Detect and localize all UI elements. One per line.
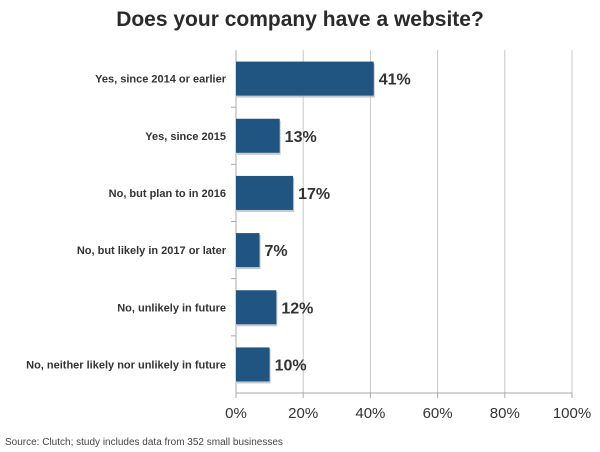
category-label: Yes, since 2015 bbox=[145, 131, 226, 143]
bar bbox=[236, 233, 260, 268]
x-tick-label: 100% bbox=[553, 405, 591, 422]
bar bbox=[236, 61, 374, 96]
x-tick-label: 0% bbox=[225, 405, 247, 422]
category-label: No, unlikely in future bbox=[117, 302, 226, 314]
x-tick-label: 60% bbox=[423, 405, 453, 422]
x-tick-label: 20% bbox=[288, 405, 318, 422]
data-label: 13% bbox=[285, 129, 317, 146]
bar bbox=[236, 175, 294, 210]
x-tick-label: 80% bbox=[490, 405, 520, 422]
category-label: No, but plan to in 2016 bbox=[109, 188, 226, 200]
data-label: 12% bbox=[281, 300, 313, 317]
data-label: 7% bbox=[265, 243, 288, 260]
chart-title: Does your company have a website? bbox=[116, 8, 484, 31]
data-label: 41% bbox=[379, 72, 411, 89]
data-label: 10% bbox=[275, 357, 307, 374]
x-tick-label: 40% bbox=[355, 405, 385, 422]
bar bbox=[236, 118, 280, 153]
source-note: Source: Clutch; study includes data from… bbox=[5, 437, 283, 448]
category-label: No, neither likely nor unlikely in futur… bbox=[26, 359, 226, 371]
bar bbox=[236, 290, 277, 325]
bar bbox=[236, 347, 270, 382]
category-label: Yes, since 2014 or earlier bbox=[95, 74, 227, 86]
data-label: 17% bbox=[298, 186, 330, 203]
category-label: No, but likely in 2017 or later bbox=[77, 245, 227, 257]
